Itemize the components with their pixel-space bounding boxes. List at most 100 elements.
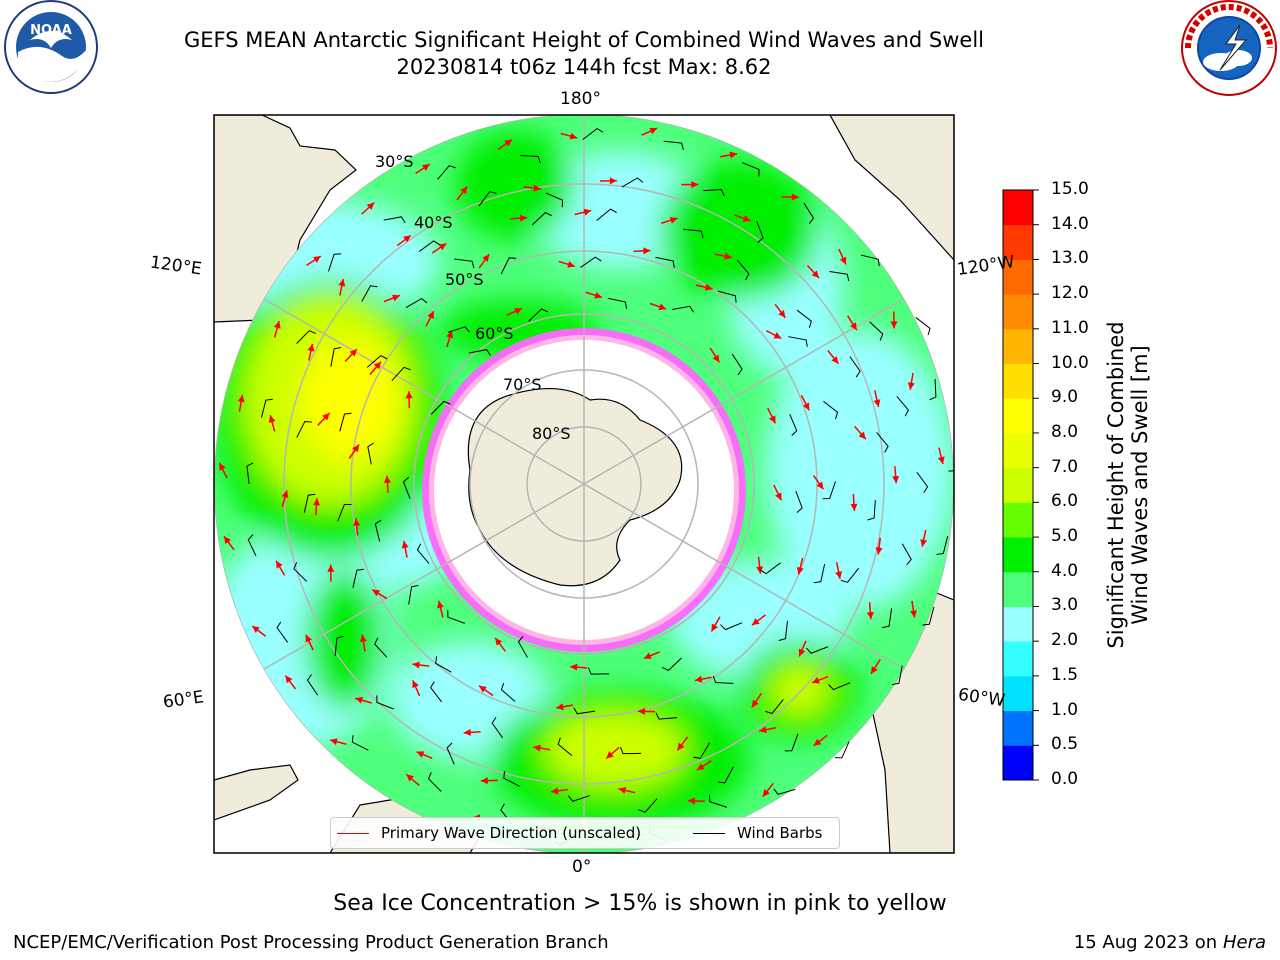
wave-direction-arrowhead xyxy=(366,202,375,210)
wind-barb xyxy=(915,317,931,336)
wave-direction-arrowhead xyxy=(349,349,357,357)
wave-direction-arrowhead xyxy=(392,294,400,302)
legend-black-line-icon xyxy=(693,833,725,834)
wind-barb xyxy=(447,326,470,333)
colorbar-tick-label: 3.0 xyxy=(1051,595,1079,616)
wind-barb xyxy=(796,309,812,329)
wave-direction-arrowhead xyxy=(353,518,361,526)
wave-direction-arrowhead xyxy=(850,503,858,511)
wind-barb xyxy=(742,162,760,177)
wind-barb xyxy=(655,256,675,268)
colorbar-segment xyxy=(1003,571,1033,607)
wind-barb xyxy=(246,462,254,485)
wave-direction-arrowhead xyxy=(412,680,419,689)
wind-barb xyxy=(374,519,382,542)
wave-direction-arrowhead xyxy=(677,742,685,751)
wind-barb xyxy=(683,228,704,238)
wind-barb xyxy=(296,420,312,438)
wind-barb xyxy=(731,353,743,376)
legend-wind-barbs: Wind Barbs xyxy=(693,824,822,842)
wave-direction-arrowhead xyxy=(519,214,528,222)
wave-direction-arrowhead xyxy=(835,571,843,579)
wave-direction-arrowhead xyxy=(482,254,490,262)
wind-barb xyxy=(869,321,884,341)
wind-barb xyxy=(867,499,876,521)
wind-barb xyxy=(693,742,711,759)
wind-barb xyxy=(778,620,789,642)
wave-direction-arrowhead xyxy=(796,566,804,575)
wave-direction-arrowhead xyxy=(551,787,559,795)
wave-direction-arrowhead xyxy=(687,797,695,805)
wave-direction-arrowhead xyxy=(427,311,434,319)
wave-direction-arrowhead xyxy=(463,728,471,736)
nws-logo xyxy=(1181,0,1277,96)
lat-label-30s: 30°S xyxy=(375,152,414,171)
wind-barb xyxy=(520,154,541,164)
colorbar-tick-label: 6.0 xyxy=(1051,491,1079,512)
wave-direction-arrowhead xyxy=(313,498,321,506)
wave-direction-arrowhead xyxy=(643,652,652,659)
wave-direction-arrowhead xyxy=(724,252,732,260)
wave-direction-arrowhead xyxy=(556,703,564,711)
wave-direction-arrowhead xyxy=(762,789,770,797)
wind-barb xyxy=(376,695,394,710)
wave-direction-arrowhead xyxy=(769,415,776,424)
wind-barb xyxy=(580,256,602,268)
wave-direction-arrowhead xyxy=(759,726,767,734)
colorbar-segment xyxy=(1003,224,1033,260)
colorbar-segment xyxy=(1003,606,1033,642)
wave-direction-arrowhead xyxy=(839,256,847,265)
wind-barb xyxy=(276,621,289,643)
wind-barb xyxy=(803,202,815,224)
wind-barb xyxy=(446,742,455,765)
wave-direction-arrowhead xyxy=(778,310,786,318)
wind-barb xyxy=(638,798,658,813)
lon-label-180: 180° xyxy=(560,89,601,109)
wind-barb xyxy=(829,270,850,282)
colorbar-label-line1: Significant Height of Combined xyxy=(1104,321,1128,649)
wave-direction-arrowhead xyxy=(437,600,444,609)
wind-barb xyxy=(573,707,596,715)
wave-direction-arrowhead xyxy=(533,744,541,752)
wave-direction-arrowhead xyxy=(751,618,760,626)
wind-barb xyxy=(418,240,440,252)
wind-barb xyxy=(896,396,910,417)
wave-direction-arrowhead xyxy=(406,774,414,782)
wind-barb xyxy=(367,442,375,465)
wave-direction-arrowhead xyxy=(618,786,627,794)
wind-barb xyxy=(876,432,889,453)
colorbar-segment xyxy=(1003,641,1033,677)
colorbar-segment xyxy=(1003,328,1033,365)
wave-direction-arrowhead xyxy=(658,303,667,311)
colorbar-segment xyxy=(1003,502,1033,538)
wave-direction-arrowhead xyxy=(305,634,312,643)
wind-barb xyxy=(517,636,528,658)
wind-barb xyxy=(528,308,549,322)
wave-direction-arrowhead xyxy=(285,675,293,684)
wave-direction-arrowhead xyxy=(712,354,720,363)
wind-barb xyxy=(882,608,893,629)
wave-direction-arrowhead xyxy=(751,699,759,708)
antarctica xyxy=(467,388,683,587)
wind-barb xyxy=(849,356,861,378)
wind-barb xyxy=(557,737,573,757)
wind-barb xyxy=(405,298,428,309)
graticule xyxy=(214,115,954,853)
wind-barb xyxy=(916,471,929,493)
wave-direction-arrowhead xyxy=(811,270,819,279)
wave-direction-arrowhead xyxy=(281,490,289,499)
wave-direction-arrowhead xyxy=(569,132,578,140)
wind-barb xyxy=(500,682,516,702)
wind-barb xyxy=(784,733,799,752)
wind-barb xyxy=(840,567,860,583)
wave-direction-arrowhead xyxy=(372,589,381,597)
wind-barb xyxy=(672,305,694,313)
wave-direction-arrowhead xyxy=(401,540,409,549)
colorbar-tick-label: 2.0 xyxy=(1051,630,1079,651)
wave-direction-arrowhead xyxy=(383,475,391,483)
legend-wave-direction: Primary Wave Direction (unscaled) xyxy=(337,824,641,842)
lat-label-50s: 50°S xyxy=(445,270,484,289)
wave-direction-arrowhead xyxy=(937,456,945,465)
footer-left: NCEP/EMC/Verification Post Processing Pr… xyxy=(13,932,609,953)
title-line2: 20230814 t06z 144h fcst Max: 8.62 xyxy=(396,55,772,79)
